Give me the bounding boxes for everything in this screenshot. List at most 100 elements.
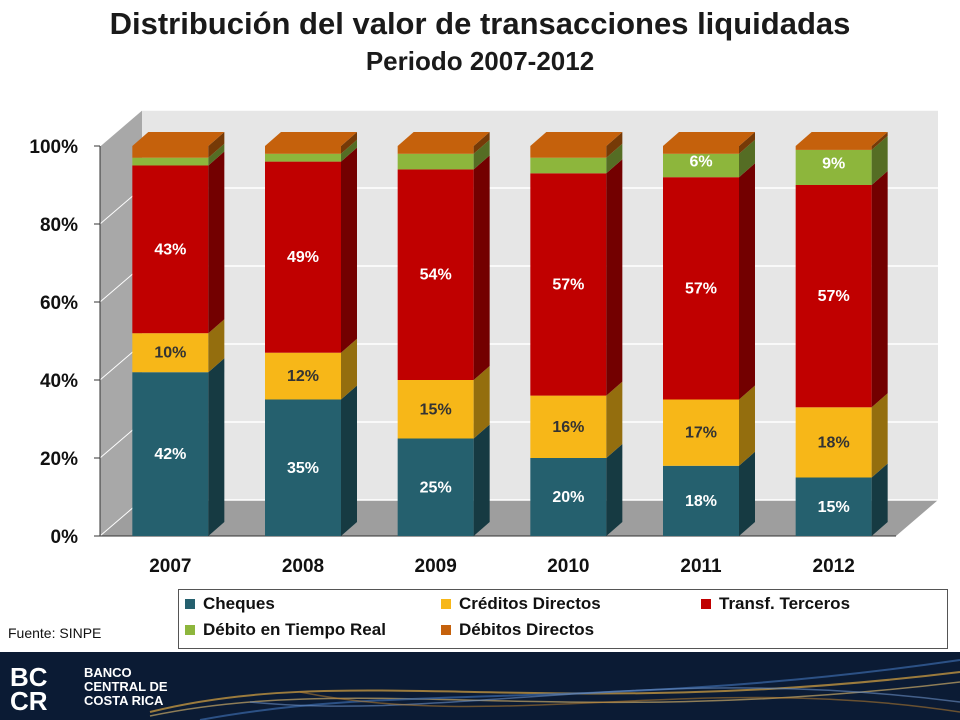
bar-segment <box>663 399 739 466</box>
footer-wave-decoration <box>149 659 960 720</box>
bar-segment <box>397 169 474 380</box>
legend-label: Cheques <box>203 594 275 613</box>
bar-segment-side <box>208 358 225 536</box>
data-label: 18% <box>818 434 850 451</box>
bar-segment <box>663 146 739 154</box>
bar-segment-side <box>739 132 755 154</box>
bar-segment-side <box>473 139 490 170</box>
y-tick-label: 0% <box>51 527 79 548</box>
legend-item: Débito en Tiempo Real <box>185 620 386 640</box>
x-tick-label: 2009 <box>415 556 457 577</box>
legend-swatch <box>185 625 195 635</box>
bar-segment <box>265 399 341 536</box>
logo-mark-bottom: CR <box>10 686 48 714</box>
bar-top <box>530 132 623 146</box>
bar-segment-side <box>341 139 357 162</box>
chart-bars <box>132 132 888 536</box>
bar-segment-side <box>208 143 225 166</box>
bar-segment-side <box>606 159 623 396</box>
x-tick-label: 2011 <box>680 556 722 577</box>
bar-segment <box>132 372 209 536</box>
bar-segment <box>663 177 739 400</box>
bank-name-line-2: CENTRAL DE <box>84 679 168 694</box>
data-label: 15% <box>420 401 452 418</box>
data-label: 57% <box>552 276 584 293</box>
bar-segment-side <box>871 132 888 150</box>
legend-label: Transf. Terceros <box>719 594 851 613</box>
chart-title: Distribución del valor de transacciones … <box>109 6 851 41</box>
bar-segment <box>132 146 209 158</box>
chart-subtitle: Periodo 2007-2012 <box>365 46 595 76</box>
y-tick-label: 80% <box>40 215 78 236</box>
bar-segment-side <box>739 163 755 400</box>
bar-segment <box>795 185 872 408</box>
legend-swatch <box>441 599 451 609</box>
y-tick-label: 60% <box>40 293 78 314</box>
bar-segment <box>265 146 341 154</box>
bar-top <box>795 132 888 146</box>
bar-segment-side <box>606 444 623 536</box>
bar-segment-side <box>341 338 357 400</box>
bar-segment-side <box>341 385 357 536</box>
chart-axis: 0% 20% 40% 60% 80% 100% 2007 2008 2009 2010 2011 20… <box>29 137 896 577</box>
legend-label: Débitos Directos <box>459 620 595 639</box>
bar-segment <box>132 157 209 166</box>
data-label: 15% <box>818 499 850 516</box>
bar-segment-side <box>341 147 357 353</box>
bar-segment-side <box>871 393 888 478</box>
bar-segment <box>530 173 607 396</box>
bar-segment <box>795 407 872 478</box>
data-label: 49% <box>287 249 319 266</box>
legend-swatch <box>441 625 451 635</box>
bar-segment-side <box>208 151 225 334</box>
data-label: 25% <box>420 479 452 496</box>
footer-band: BC CR BANCO CENTRAL DE COSTA RICA <box>0 652 960 720</box>
bar-segment <box>397 438 474 536</box>
bar-segment-side <box>473 132 490 154</box>
bar-segment <box>397 380 474 439</box>
bar-segment <box>663 465 739 536</box>
bar-segment-side <box>208 319 225 373</box>
bar-top <box>132 132 225 146</box>
data-label: 12% <box>287 368 319 385</box>
bar-segment-side <box>606 132 623 158</box>
bar-top <box>663 132 755 146</box>
bar-segment <box>397 146 474 154</box>
bank-name-line-3: COSTA RICA <box>84 693 164 708</box>
bar-segment-side <box>871 135 888 185</box>
legend-swatch <box>701 599 711 609</box>
legend-swatch <box>185 599 195 609</box>
x-tick-label: 2008 <box>282 556 324 577</box>
data-label: 57% <box>685 280 717 297</box>
legend-label: Débito en Tiempo Real <box>203 620 386 639</box>
bar-segment-side <box>871 463 888 536</box>
bar-segment <box>132 333 209 373</box>
stacked-bar-chart: 0% 20% 40% 60% 80% 100% 2007 2008 2009 2010 2011 20… <box>29 109 938 577</box>
data-label: 17% <box>685 425 717 442</box>
bar-top <box>265 132 357 146</box>
data-label: 18% <box>685 493 717 510</box>
bar-segment <box>530 395 607 458</box>
y-tick-label: 40% <box>40 371 78 392</box>
bar-segment-side <box>473 424 490 536</box>
bank-name-line-1: BANCO <box>84 665 132 680</box>
bar-segment <box>265 153 341 162</box>
legend-label: Créditos Directos <box>459 594 601 613</box>
bar-segment <box>795 149 872 185</box>
bar-segment <box>132 165 209 334</box>
data-label: 20% <box>552 489 584 506</box>
legend-item: Débitos Directos <box>441 620 594 640</box>
x-tick-label: 2012 <box>813 556 855 577</box>
bccr-logo-icon: BC CR <box>8 660 78 719</box>
bar-segment <box>265 352 341 400</box>
bar-segment-side <box>473 366 490 439</box>
bar-segment-side <box>606 143 623 174</box>
bar-segment <box>397 153 474 170</box>
bar-segment <box>795 477 872 536</box>
chart-legend: Cheques Créditos Directos Transf. Terceros… <box>178 589 948 649</box>
data-label: 16% <box>552 419 584 436</box>
data-label: 57% <box>818 288 850 305</box>
data-label: 10% <box>154 345 186 362</box>
bar-segment <box>530 146 607 158</box>
bar-segment-side <box>341 132 357 154</box>
